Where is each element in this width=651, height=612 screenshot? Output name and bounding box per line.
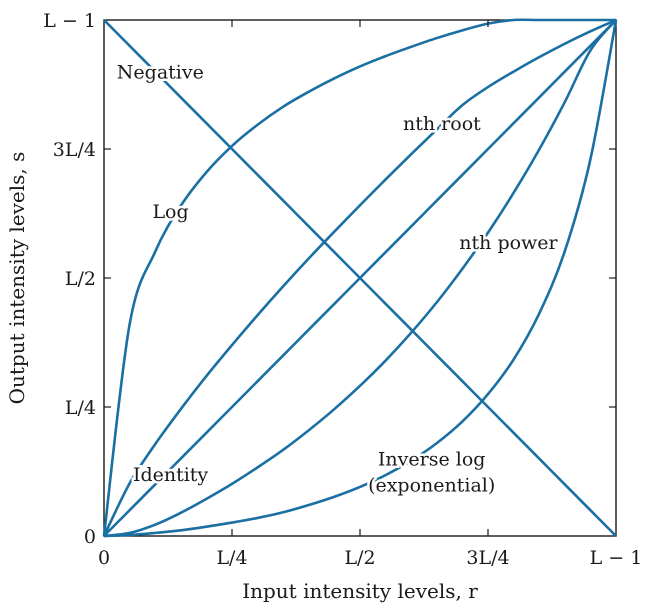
curve-label-log: Log bbox=[152, 201, 188, 223]
y-tick-label-2: L/2 bbox=[65, 268, 96, 290]
y-tick-label-1: L/4 bbox=[65, 397, 96, 419]
curve-label-nth-power: nth power bbox=[459, 232, 558, 254]
curve-nth-power bbox=[103, 19, 617, 538]
x-tick-label-0: 0 bbox=[98, 547, 110, 569]
curve-log bbox=[102, 18, 616, 537]
curve-label-negative: Negative bbox=[117, 62, 204, 84]
y-tick-label-0: 0 bbox=[84, 526, 96, 548]
x-tick-label-2: L/2 bbox=[344, 547, 375, 569]
y-tick-label-3: 3L/4 bbox=[53, 139, 96, 161]
curve-label-inverse-log: Inverse log bbox=[378, 449, 486, 471]
curve-labels-group: Negative Log nth root nth power Identity Inve… bbox=[114, 59, 561, 499]
y-axis-title: Output intensity levels, s bbox=[5, 152, 29, 405]
curve-label-identity: Identity bbox=[133, 464, 208, 486]
x-axis-title: Input intensity levels, r bbox=[242, 579, 478, 603]
curve-identity bbox=[103, 19, 617, 537]
curve-nth-root bbox=[102, 18, 617, 537]
curve-label-exponential: (exponential) bbox=[368, 474, 495, 496]
x-tick-label-4: L − 1 bbox=[590, 547, 643, 569]
x-tick-label-1: L/4 bbox=[216, 547, 247, 569]
curves-group bbox=[102, 18, 618, 538]
curve-inverse-log bbox=[103, 19, 618, 538]
ticks-group: 0 L/4 L/2 3L/4 L − 1 0 L/4 L/2 3L/4 L − 1 bbox=[43, 10, 642, 569]
curve-label-nth-root: nth root bbox=[403, 113, 481, 135]
x-tick-label-3: 3L/4 bbox=[466, 547, 509, 569]
y-tick-label-4: L − 1 bbox=[43, 10, 96, 32]
